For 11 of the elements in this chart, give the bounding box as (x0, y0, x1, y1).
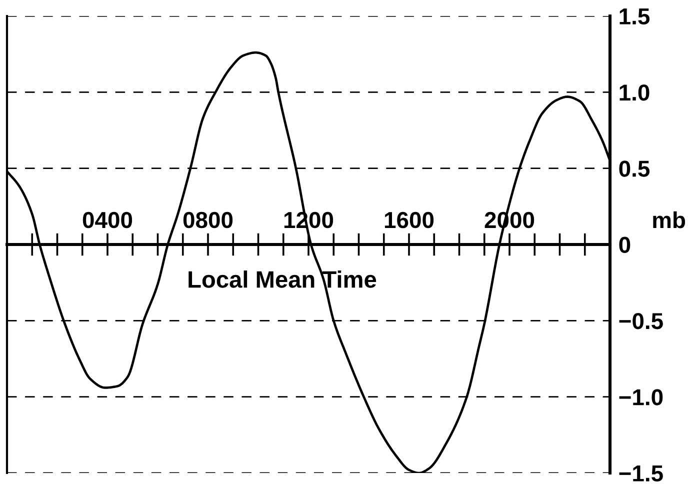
y-tick-label: 0.5 (619, 160, 650, 177)
y-tick-label: 1.0 (620, 84, 650, 101)
y-tick-label: 1.5 (620, 8, 650, 25)
y-tick-label: 0 (619, 236, 630, 254)
x-tick-label: 0400 (82, 212, 132, 228)
x-tick-label: 0800 (183, 212, 233, 228)
y-axis-title: mb (653, 211, 686, 228)
y-tick-label: −1.5 (619, 466, 663, 482)
y-tick-label: −0.5 (619, 312, 663, 330)
y-tick-label: −1.0 (619, 389, 663, 406)
x-tick-label: 1600 (384, 212, 434, 228)
